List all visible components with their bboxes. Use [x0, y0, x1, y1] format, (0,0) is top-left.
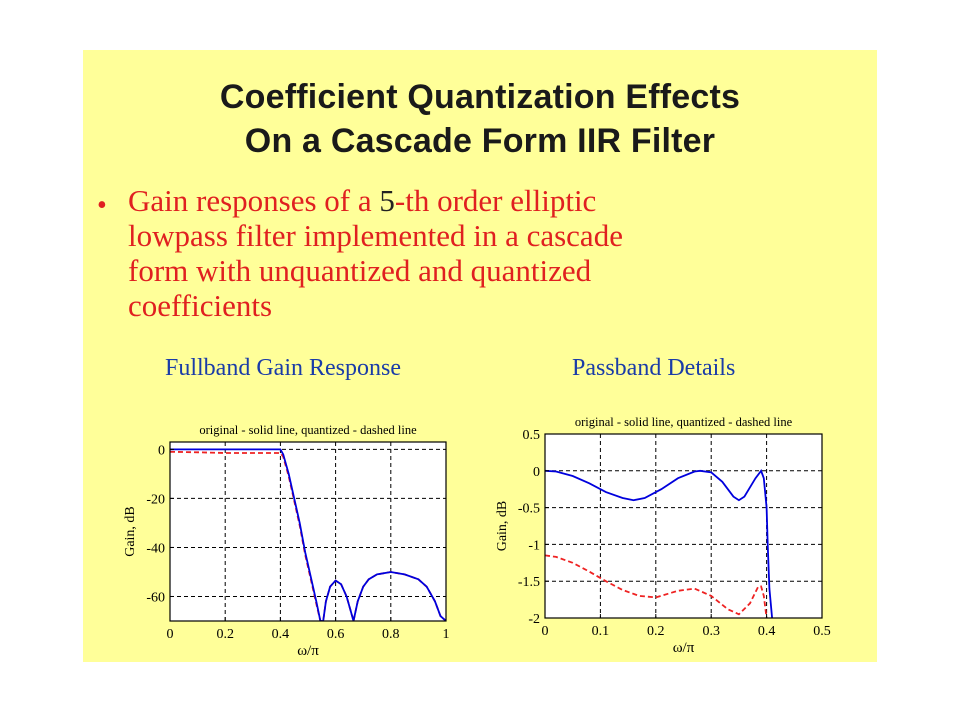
- plot-frame: [544, 433, 823, 619]
- slide: Coefficient Quantization Effects On a Ca…: [83, 50, 877, 662]
- passband-chart-title: Passband Details: [572, 355, 736, 381]
- y-axis-label: Gain, dB: [495, 501, 510, 552]
- chart-legend-subtitle: original - solid line, quantized - dashe…: [199, 423, 417, 437]
- x-tick-label: 1: [443, 627, 450, 642]
- x-tick-label: 0.1: [592, 624, 610, 639]
- y-tick-label: -2: [528, 612, 540, 627]
- x-axis-label: ω/π: [673, 640, 695, 656]
- x-axis-label: ω/π: [297, 643, 319, 659]
- plot-area: [170, 442, 446, 621]
- chart-legend-subtitle: original - solid line, quantized - dashe…: [575, 415, 793, 429]
- y-axis-label: Gain, dB: [123, 506, 138, 557]
- x-tick-label: 0.2: [216, 627, 234, 642]
- y-tick-label: -20: [146, 492, 165, 507]
- plot-frame: [169, 441, 447, 622]
- y-tick-label: -60: [146, 590, 165, 605]
- bullet-order-number: 5: [379, 183, 395, 218]
- y-tick-label: 0: [533, 465, 540, 480]
- y-tick-label: 0: [158, 443, 165, 458]
- y-tick-label: -40: [146, 541, 165, 556]
- x-tick-label: 0.2: [647, 624, 665, 639]
- bullet-line-3: form with unquantized and quantized: [128, 253, 592, 288]
- y-tick-label: 0.5: [523, 428, 541, 443]
- bullet-line-1-pre: Gain responses of a: [128, 183, 380, 218]
- quantized-series-line: [545, 554, 768, 618]
- y-tick-label: -1.5: [518, 575, 540, 590]
- y-tick-label: -0.5: [518, 502, 540, 517]
- x-tick-label: 0.8: [382, 627, 400, 642]
- x-tick-label: 0: [167, 627, 174, 642]
- x-tick-label: 0.5: [813, 624, 831, 639]
- fullband-chart-title: Fullband Gain Response: [165, 355, 401, 381]
- plot-area: [545, 434, 822, 618]
- y-tick-label: -1: [528, 538, 540, 553]
- x-tick-label: 0.4: [272, 627, 290, 642]
- original-series-line: [170, 448, 446, 621]
- bullet-line-1: Gain responses of a 5-th order elliptic: [128, 183, 848, 218]
- bullet-line-4: coefficients: [128, 288, 273, 323]
- bullet-line-1-post: -th order elliptic: [394, 183, 597, 218]
- slide-title-line-1: Coefficient Quantization Effects: [219, 78, 741, 116]
- original-series-line: [545, 468, 773, 618]
- passband-details-chart: 0 0.1 0.2 0.3 0.4 0.5 0.5 0 -0.5 -1 -1.5 -2 original…: [495, 415, 831, 656]
- fullband-gain-chart: 0 0.2 0.4 0.6 0.8 1 0 -20 -40 -60 original - solid…: [123, 423, 450, 659]
- slide-title-line-2: On a Cascade Form IIR Filter: [244, 122, 716, 160]
- bullet-point-icon: •: [97, 190, 107, 221]
- x-tick-label: 0: [542, 624, 549, 639]
- x-tick-label: 0.3: [702, 624, 720, 639]
- x-tick-label: 0.4: [758, 624, 776, 639]
- x-tick-label: 0.6: [327, 627, 345, 642]
- bullet-text: Gain responses of a 5-th order elliptic …: [128, 183, 848, 323]
- bullet-line-2: lowpass filter implemented in a cascade: [128, 218, 623, 253]
